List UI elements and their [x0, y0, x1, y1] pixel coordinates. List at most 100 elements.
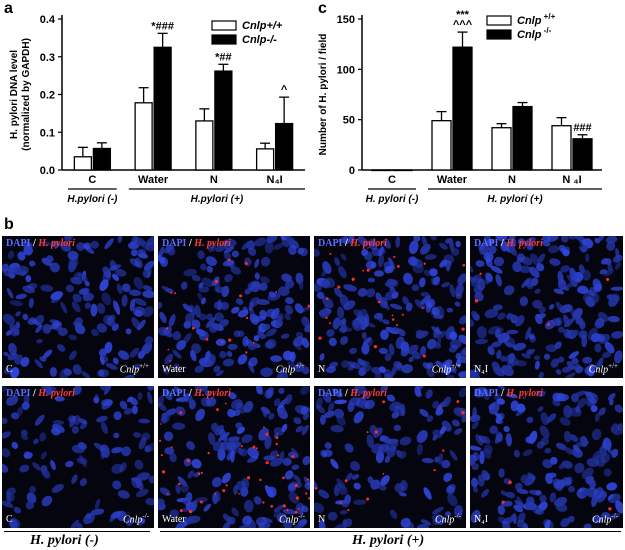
nucleus	[39, 432, 47, 442]
nucleus	[393, 424, 401, 431]
nucleus	[390, 278, 399, 287]
nucleus	[384, 265, 394, 274]
nucleus	[133, 432, 141, 438]
nucleus	[142, 306, 154, 318]
nucleus	[99, 355, 105, 366]
nucleus	[458, 334, 466, 345]
nucleus	[534, 360, 540, 370]
legend-label: Cnlp-/-	[242, 34, 277, 46]
nucleus	[279, 368, 289, 378]
nucleus	[607, 493, 614, 501]
nucleus	[123, 374, 135, 378]
nucleus	[137, 392, 143, 400]
nucleus	[477, 478, 485, 487]
nucleus	[148, 475, 154, 484]
nucleus	[83, 513, 95, 525]
nucleus	[183, 394, 193, 403]
nucleus	[260, 367, 273, 378]
bacterium	[240, 445, 243, 448]
nucleus	[203, 503, 211, 512]
nucleus	[334, 408, 345, 419]
nucleus	[432, 276, 440, 285]
stain-label: DAPI / H. pylori	[318, 238, 387, 249]
nucleus	[90, 508, 105, 516]
bacterium	[161, 470, 166, 474]
bacterium	[252, 445, 256, 449]
bacterium	[325, 316, 328, 319]
nucleus	[614, 428, 623, 436]
bar	[195, 120, 214, 171]
condition-label: N	[318, 364, 326, 375]
nucleus	[96, 415, 108, 423]
bacterium	[222, 489, 226, 493]
nucleus	[333, 399, 347, 405]
nucleus	[138, 418, 151, 424]
nucleus	[141, 342, 153, 355]
nucleus	[135, 488, 149, 498]
nucleus	[228, 392, 237, 400]
bacterium	[221, 341, 224, 343]
nucleus	[321, 279, 331, 289]
nucleus	[390, 327, 401, 333]
nucleus	[23, 241, 33, 250]
nucleus	[429, 268, 438, 277]
nucleus	[421, 236, 428, 247]
nucleus	[600, 453, 611, 464]
genotype-label: Cnlp+/+	[588, 361, 618, 375]
nucleus	[373, 312, 384, 320]
nucleus	[248, 240, 256, 248]
nucleus	[104, 386, 112, 395]
nucleus	[334, 257, 341, 267]
nucleus	[284, 470, 294, 480]
nucleus	[495, 419, 503, 424]
nucleus	[568, 485, 576, 493]
nucleus	[121, 283, 131, 292]
nucleus	[144, 260, 154, 271]
nucleus	[20, 270, 27, 277]
nucleus	[614, 350, 623, 364]
nucleus	[100, 422, 109, 434]
nucleus	[211, 477, 222, 488]
nucleus	[182, 303, 193, 313]
nucleus	[497, 332, 510, 343]
nucleus	[374, 371, 382, 378]
nucleus	[247, 280, 260, 290]
nucleus	[548, 304, 555, 310]
nucleus	[455, 283, 464, 297]
nucleus	[594, 320, 603, 329]
micrograph-top-1: DAPI / H. pylori C Cnlp+/+	[2, 236, 154, 378]
nucleus	[223, 246, 235, 254]
nucleus	[68, 334, 77, 341]
nucleus	[264, 240, 274, 254]
nucleus	[266, 236, 278, 244]
nucleus	[68, 259, 77, 273]
nucleus	[266, 308, 276, 318]
chart-c-svg: 0 50 100 150 Number of H. pylori / field C ***…	[318, 9, 602, 205]
nucleus	[136, 472, 151, 481]
nucleus	[131, 317, 141, 330]
nucleus	[536, 508, 545, 516]
nucleus	[6, 288, 14, 299]
nucleus	[340, 336, 349, 345]
nucleus	[555, 503, 568, 512]
nucleus	[557, 278, 567, 291]
nucleus	[227, 408, 236, 418]
nucleus	[505, 491, 516, 499]
nucleus	[40, 241, 52, 247]
nucleus	[379, 436, 386, 442]
nucleus	[389, 303, 403, 310]
bar	[371, 169, 392, 172]
nucleus	[482, 435, 491, 445]
nucleus	[275, 319, 283, 328]
nucleus	[172, 331, 182, 341]
nucleus	[416, 524, 430, 528]
nucleus	[470, 445, 482, 451]
dapi-label: DAPI	[318, 388, 343, 399]
nucleus	[497, 312, 506, 320]
nucleus	[9, 323, 20, 336]
genotype-label: Cnlp-/-	[591, 511, 618, 525]
nucleus	[547, 245, 559, 254]
bacterium	[170, 446, 173, 449]
nucleus	[53, 419, 65, 425]
nucleus	[136, 520, 143, 527]
